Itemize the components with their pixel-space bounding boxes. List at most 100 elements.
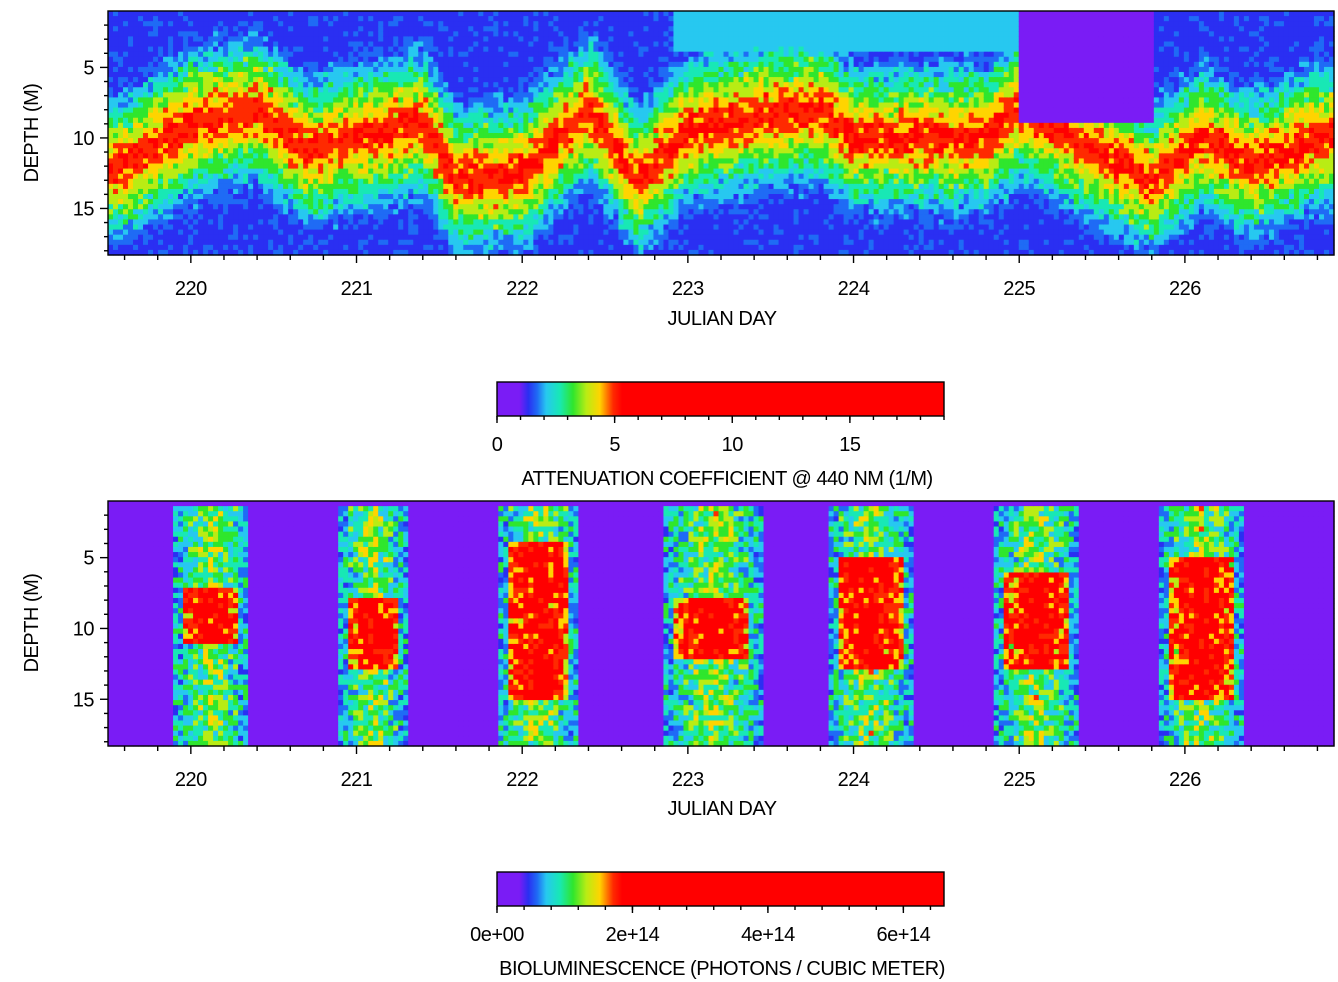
- attenuation-heatmap-cell: [553, 87, 559, 93]
- attenuation-heatmap-cell: [353, 204, 359, 210]
- attenuation-heatmap-cell: [398, 21, 404, 27]
- attenuation-heatmap-cell: [603, 21, 609, 27]
- attenuation-heatmap-cell: [118, 153, 124, 160]
- attenuation-heatmap-cell: [533, 209, 539, 215]
- attenuation-heatmap-cell: [548, 26, 554, 32]
- attenuation-heatmap-cell: [418, 199, 424, 205]
- attenuation-heatmap-cell: [493, 188, 499, 195]
- attenuation-heatmap-cell: [488, 199, 494, 205]
- attenuation-heatmap-cell: [423, 112, 429, 119]
- attenuation-heatmap-cell: [583, 173, 589, 180]
- attenuation-heatmap-cell: [428, 41, 434, 48]
- attenuation-heatmap-cell: [273, 204, 279, 210]
- attenuation-heatmap-cell: [343, 214, 349, 221]
- attenuation-heatmap-cell: [178, 143, 184, 149]
- attenuation-heatmap-cell: [443, 31, 449, 38]
- attenuation-heatmap-cell: [588, 158, 594, 165]
- attenuation-heatmap-cell: [303, 173, 309, 180]
- attenuation-heatmap-cell: [168, 46, 174, 53]
- attenuation-heatmap-cell: [353, 148, 359, 154]
- attenuation-heatmap-cell: [603, 66, 609, 73]
- attenuation-heatmap-cell: [468, 72, 474, 78]
- attenuation-heatmap-cell: [578, 158, 584, 165]
- attenuation-heatmap-cell: [128, 163, 134, 170]
- attenuation-heatmap-cell: [338, 21, 344, 27]
- attenuation-heatmap-cell: [433, 133, 439, 139]
- attenuation-heatmap-cell: [578, 133, 584, 139]
- attenuation-heatmap-cell: [278, 224, 284, 231]
- attenuation-heatmap-cell: [148, 153, 154, 160]
- attenuation-heatmap-cell: [543, 127, 549, 134]
- attenuation-heatmap-cell: [198, 66, 204, 73]
- attenuation-heatmap-cell: [263, 209, 269, 215]
- attenuation-heatmap-cell: [618, 204, 625, 210]
- attenuation-heatmap-cell: [513, 102, 519, 109]
- attenuation-heatmap-cell: [503, 219, 509, 226]
- attenuation-heatmap-cell: [183, 87, 189, 93]
- attenuation-heatmap-cell: [483, 234, 489, 241]
- attenuation-heatmap-cell: [398, 214, 404, 221]
- attenuation-heatmap-cell: [608, 117, 615, 124]
- attenuation-heatmap-cell: [303, 122, 309, 129]
- attenuation-heatmap-cell: [453, 209, 459, 215]
- attenuation-heatmap-cell: [263, 239, 269, 246]
- attenuation-heatmap-cell: [478, 158, 484, 165]
- attenuation-heatmap-cell: [548, 163, 554, 170]
- attenuation-heatmap-cell: [328, 133, 334, 139]
- attenuation-heatmap-cell: [373, 72, 379, 78]
- attenuation-heatmap-cell: [563, 244, 569, 251]
- attenuation-heatmap-cell: [218, 153, 224, 160]
- attenuation-heatmap-cell: [193, 199, 199, 205]
- attenuation-heatmap-cell: [183, 92, 189, 99]
- attenuation-heatmap-cell: [378, 133, 384, 139]
- attenuation-heatmap-cell: [543, 87, 549, 93]
- attenuation-heatmap-cell: [198, 143, 204, 149]
- attenuation-heatmap-cell: [233, 82, 239, 88]
- attenuation-heatmap-cell: [153, 127, 159, 134]
- attenuation-heatmap-cell: [518, 61, 524, 68]
- attenuation-heatmap-cell: [188, 204, 194, 210]
- attenuation-heatmap-cell: [433, 194, 439, 200]
- attenuation-heatmap-cell: [378, 143, 384, 149]
- attenuation-heatmap-cell: [203, 249, 209, 256]
- attenuation-heatmap-cell: [443, 21, 449, 27]
- attenuation-heatmap-cell: [233, 11, 239, 17]
- attenuation-heatmap-cell: [508, 72, 514, 78]
- attenuation-heatmap-cell: [568, 46, 574, 53]
- attenuation-heatmap-cell: [568, 188, 574, 195]
- attenuation-heatmap-cell: [298, 168, 304, 175]
- attenuation-heatmap-cell: [218, 41, 224, 48]
- attenuation-heatmap-cell: [188, 122, 194, 129]
- attenuation-heatmap-cell: [408, 188, 414, 195]
- attenuation-heatmap-cell: [598, 204, 604, 210]
- attenuation-heatmap-cell: [328, 219, 334, 226]
- attenuation-heatmap-cell: [388, 56, 394, 63]
- attenuation-heatmap-cell: [548, 21, 554, 27]
- attenuation-heatmap-cell: [603, 122, 609, 129]
- attenuation-heatmap-cell: [178, 117, 184, 124]
- attenuation-heatmap-cell: [553, 143, 559, 149]
- attenuation-heatmap-cell: [108, 183, 114, 190]
- attenuation-heatmap-cell: [413, 107, 419, 114]
- attenuation-heatmap-cell: [123, 168, 129, 175]
- attenuation-heatmap-cell: [153, 97, 159, 104]
- attenuation-heatmap-cell: [338, 239, 344, 246]
- attenuation-heatmap-cell: [188, 92, 194, 99]
- attenuation-heatmap-cell: [303, 61, 309, 68]
- attenuation-heatmap-cell: [403, 153, 409, 160]
- attenuation-heatmap-cell: [603, 46, 609, 53]
- attenuation-heatmap-cell: [503, 36, 509, 43]
- attenuation-heatmap-cell: [428, 87, 434, 93]
- attenuation-heatmap-cell: [378, 56, 384, 63]
- attenuation-heatmap-cell: [218, 31, 224, 38]
- attenuation-heatmap-cell: [238, 173, 244, 180]
- attenuation-heatmap-cell: [523, 21, 529, 27]
- attenuation-heatmap-cell: [218, 87, 224, 93]
- attenuation-heatmap-cell: [523, 26, 529, 32]
- attenuation-heatmap-cell: [178, 194, 184, 200]
- attenuation-heatmap-cell: [173, 234, 179, 241]
- attenuation-heatmap-cell: [143, 61, 149, 68]
- attenuation-heatmap-cell: [128, 148, 134, 154]
- attenuation-heatmap-cell: [113, 122, 119, 129]
- attenuation-heatmap-cell: [468, 204, 474, 210]
